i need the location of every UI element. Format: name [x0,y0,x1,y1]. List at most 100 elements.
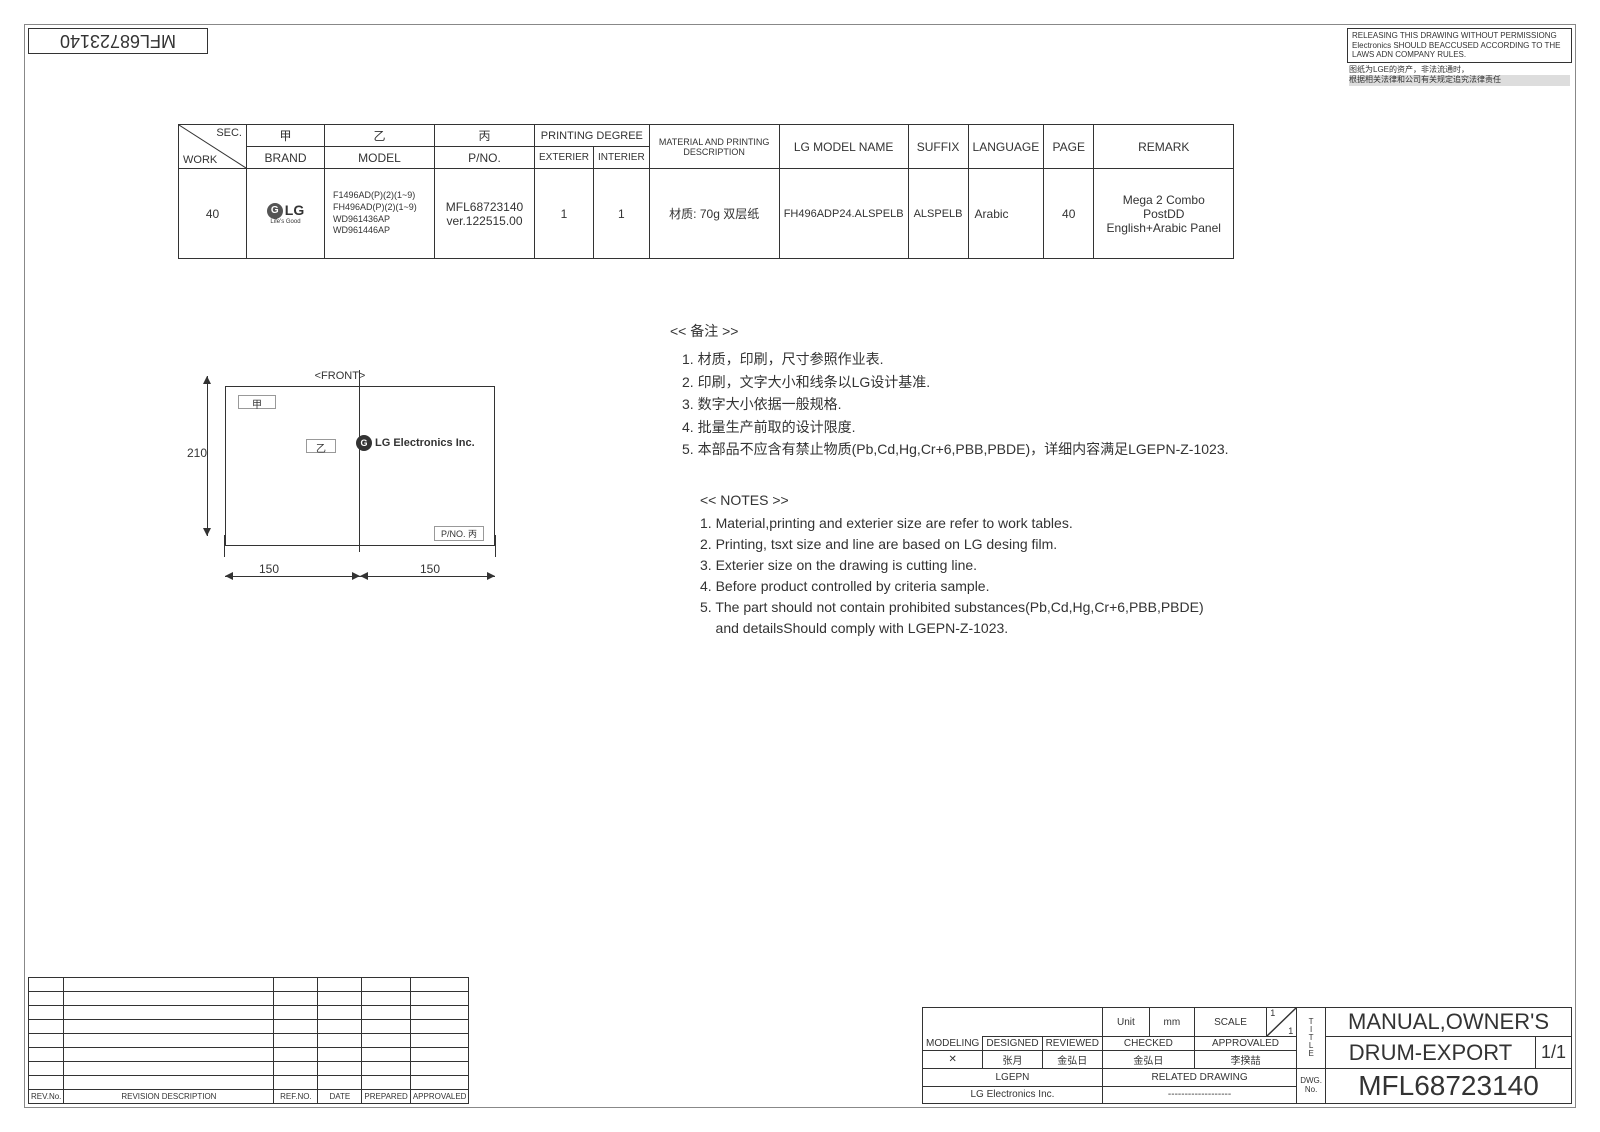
tb-checked-hdr: CHECKED [1102,1037,1194,1051]
legal-notice-block: RELEASING THIS DRAWING WITHOUT PERMISSIO… [1347,28,1572,86]
lg-electronics-text: GLG Electronics Inc. [356,435,475,451]
hdr-suffix: SUFFIX [908,125,968,169]
note-en-5b: and detailsShould comply with LGEPN-Z-10… [700,618,1400,639]
tb-reviewed-v: 金弘日 [1042,1051,1102,1069]
tb-modeling-v: ✕ [923,1051,983,1069]
hdr-page: PAGE [1044,125,1094,169]
vertical-dimension: 210 [195,376,219,536]
note-cn-5: 5. 本部品不应含有禁止物质(Pb,Cd,Hg,Cr+6,PBB,PBDE)，详… [682,438,1370,460]
tb-title-vert: TITLE [1297,1008,1326,1069]
width1-value: 150 [259,562,279,576]
sec-label: SEC. [216,127,242,139]
cell-ext: 1 [535,169,594,259]
tb-checked-v: 金弘日 [1102,1051,1194,1069]
tb-designed-hdr: DESIGNED [983,1037,1042,1051]
lg-logo-icon: G [267,203,283,219]
tb-approvaled-v: 李揆喆 [1194,1051,1296,1069]
box-yi: 乙 [306,439,336,453]
tb-designed-v: 张月 [983,1051,1042,1069]
height-value: 210 [187,446,207,460]
tb-related-v: ------------------- [1102,1086,1296,1104]
hdr-brand: BRAND [247,147,325,169]
hdr-yi: 乙 [325,125,435,147]
cell-int: 1 [594,169,650,259]
cell-material: 材质: 70g 双层纸 [649,169,779,259]
title-block: Unit mm SCALE 1 1 TITLE MANUAL,OWNER'S M… [922,1007,1572,1104]
note-en-5: 5. The part should not contain prohibite… [700,597,1400,618]
tb-unit: Unit [1102,1008,1149,1037]
notes-cn-header: << 备注 >> [670,320,1370,342]
cell-page: 40 [1044,169,1094,259]
hdr-language: LANGUAGE [968,125,1044,169]
front-label: <FRONT> [175,370,505,382]
legal-notice-cn: 图纸为LGE的资产，非法流通时， 根据相关法律和公司有关规定追究法律责任 [1347,65,1572,86]
hdr-lg-model: LG MODEL NAME [779,125,908,169]
tb-scale-value: 1 1 [1267,1008,1297,1037]
legal-cn-line2: 根据相关法律和公司有关规定追究法律责任 [1349,75,1570,85]
width2-value: 150 [420,562,440,576]
tb-approvaled-hdr: APPROVALED [1194,1037,1296,1051]
rev-hdr-approvaled: APPROVALED [410,1090,469,1104]
spec-table: SEC. WORK 甲 乙 丙 PRINTING DEGREE MATERIAL… [178,124,1234,259]
pno-label-box: P/NO. 丙 [434,526,484,541]
note-en-2: 2. Printing, tsxt size and line are base… [700,534,1400,555]
brand-sub: Life's Good [251,219,320,225]
label-box: 甲 乙 GLG Electronics Inc. P/NO. 丙 [225,386,495,546]
remark-l3: English+Arabic Panel [1098,221,1229,235]
remark-l1: Mega 2 Combo [1098,193,1229,207]
pno-line2: ver.122515.00 [439,214,530,228]
note-en-1: 1. Material,printing and exterier size a… [700,513,1400,534]
rev-hdr-date: DATE [318,1090,362,1104]
note-cn-3: 3. 数字大小依据一般规格. [682,393,1370,415]
tb-pages: 1/1 [1536,1037,1572,1069]
pno-line1: MFL68723140 [439,200,530,214]
tb-lg-inc: LG Electronics Inc. [923,1086,1103,1104]
hdr-printing-degree: PRINTING DEGREE [535,125,650,147]
rev-hdr-prepared: PREPARED [362,1090,410,1104]
tb-modeling-hdr: MODELING [923,1037,983,1051]
cell-lg-model: FH496ADP24.ALSPELB [779,169,908,259]
cell-suffix: ALSPELB [908,169,968,259]
tb-title2: DRUM-EXPORT [1326,1037,1536,1069]
brand-text: LG [285,202,304,218]
cell-brand: GLGLife's Good [247,169,325,259]
hdr-material-desc: MATERIAL AND PRINTING DESCRIPTION [649,125,779,169]
hdr-interier: INTERIER [594,147,650,169]
box-jia: 甲 [238,395,276,409]
horizontal-dimension: 150 150 [225,566,495,586]
cell-language: Arabic [968,169,1044,259]
hdr-bing: 丙 [435,125,535,147]
tb-mm: mm [1149,1008,1194,1037]
tb-dwg-no-label: DWG.No. [1297,1069,1326,1104]
hdr-pno: P/NO. [435,147,535,169]
front-diagram: <FRONT> 210 甲 乙 GLG Electronics Inc. P/N… [175,370,505,630]
remark-l2: PostDD [1098,207,1229,221]
hdr-jia: 甲 [247,125,325,147]
cell-pno: MFL68723140 ver.122515.00 [435,169,535,259]
rev-hdr-desc: REVISION DESCRIPTION [64,1090,274,1104]
notes-en-header: << NOTES >> [700,490,1400,511]
tb-dwg-no: MFL68723140 [1326,1069,1572,1104]
work-label: WORK [183,154,217,166]
notes-chinese: << 备注 >> 1. 材质，印刷，尺寸参照作业表. 2. 印刷，文字大小和线条… [670,320,1370,460]
hdr-exterier: EXTERIER [535,147,594,169]
rev-hdr-revno: REV.No. [29,1090,64,1104]
notes-english: << NOTES >> 1. Material,printing and ext… [700,490,1400,639]
hdr-remark: REMARK [1094,125,1234,169]
note-en-3: 3. Exterier size on the drawing is cutti… [700,555,1400,576]
cell-model: F1496AD(P)(2)(1~9) FH496AD(P)(2)(1~9) WD… [325,169,435,259]
note-cn-4: 4. 批量生产前取的设计限度. [682,416,1370,438]
cell-remark: Mega 2 Combo PostDD English+Arabic Panel [1094,169,1234,259]
legal-cn-line1: 图纸为LGE的资产，非法流通时， [1349,65,1570,75]
rev-hdr-refno: REF.NO. [274,1090,318,1104]
tb-scale: SCALE [1194,1008,1266,1037]
tb-title1: MANUAL,OWNER'S [1326,1008,1572,1037]
model-list: F1496AD(P)(2)(1~9) FH496AD(P)(2)(1~9) WD… [329,190,430,237]
legal-notice-en: RELEASING THIS DRAWING WITHOUT PERMISSIO… [1347,28,1572,63]
note-cn-2: 2. 印刷，文字大小和线条以LG设计基准. [682,371,1370,393]
hdr-model: MODEL [325,147,435,169]
note-cn-1: 1. 材质，印刷，尺寸参照作业表. [682,348,1370,370]
note-en-4: 4. Before product controlled by criteria… [700,576,1400,597]
tb-lgepn: LGEPN [923,1069,1103,1087]
tb-related: RELATED DRAWING [1102,1069,1296,1087]
